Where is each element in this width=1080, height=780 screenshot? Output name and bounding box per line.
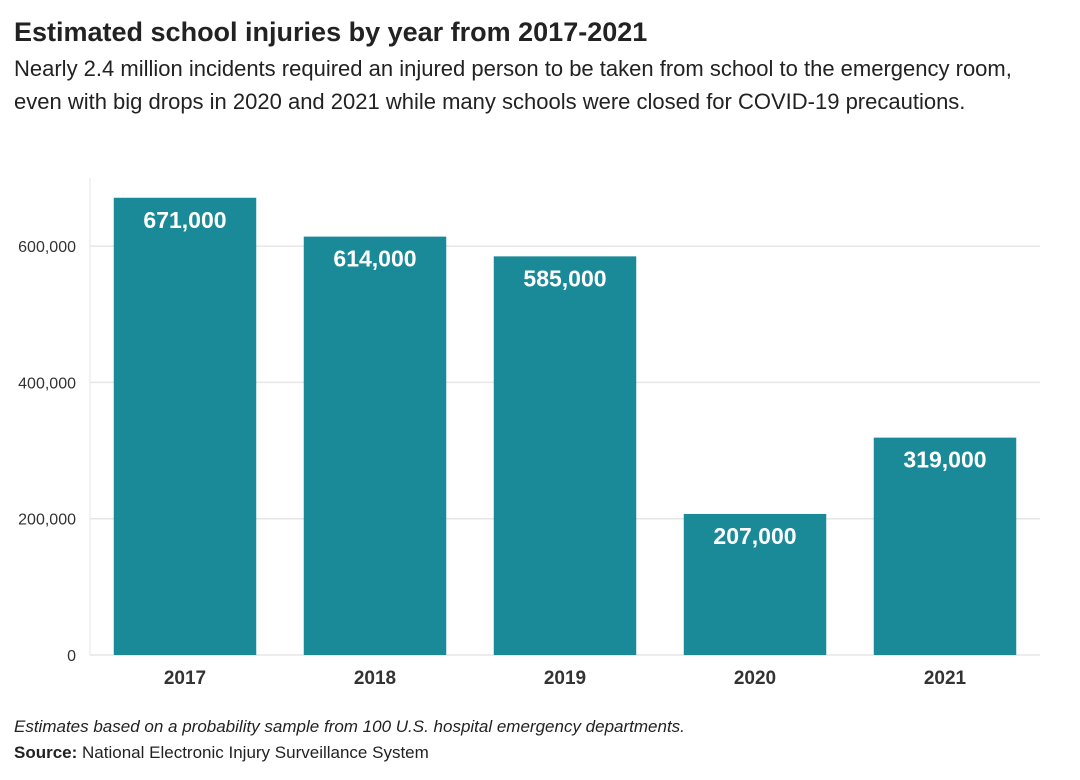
bars [113, 197, 1017, 656]
bar [303, 236, 447, 656]
x-axis: 2017 2018 2019 2020 2021 [164, 668, 967, 689]
x-tick-label: 2018 [354, 668, 396, 689]
chart-header: Estimated school injuries by year from 2… [14, 14, 1064, 118]
x-tick-label: 2017 [164, 668, 206, 689]
bar [113, 197, 257, 656]
data-label: 585,000 [523, 265, 606, 291]
chart-footer: Estimates based on a probability sample … [14, 714, 1064, 766]
y-tick-label: 200,000 [18, 512, 76, 529]
source-label: Source: [14, 743, 78, 762]
y-tick-label: 400,000 [18, 375, 76, 392]
chart-title: Estimated school injuries by year from 2… [14, 17, 648, 47]
y-tick-label: 0 [67, 648, 76, 665]
bar [873, 437, 1017, 655]
x-tick-label: 2020 [734, 668, 776, 689]
data-label: 671,000 [143, 207, 226, 233]
bar [683, 513, 827, 655]
data-label: 319,000 [903, 447, 986, 473]
source-line: Source: National Electronic Injury Surve… [14, 740, 1064, 766]
x-tick-label: 2021 [924, 668, 967, 689]
methodology-note: Estimates based on a probability sample … [14, 717, 685, 736]
chart-subtitle: Nearly 2.4 million incidents required an… [14, 56, 1012, 114]
source-text: National Electronic Injury Surveillance … [82, 743, 429, 762]
data-labels: 671,000 614,000 585,000 207,000 319,000 [143, 207, 986, 549]
data-label: 614,000 [333, 246, 416, 272]
bar-chart: 0 200,000 400,000 600,000 671,000 614,000 585… [18, 178, 1040, 689]
data-label: 207,000 [713, 523, 796, 549]
y-axis: 0 200,000 400,000 600,000 [18, 239, 76, 665]
bar [493, 256, 637, 655]
y-tick-label: 600,000 [18, 239, 76, 256]
x-tick-label: 2019 [544, 668, 586, 689]
